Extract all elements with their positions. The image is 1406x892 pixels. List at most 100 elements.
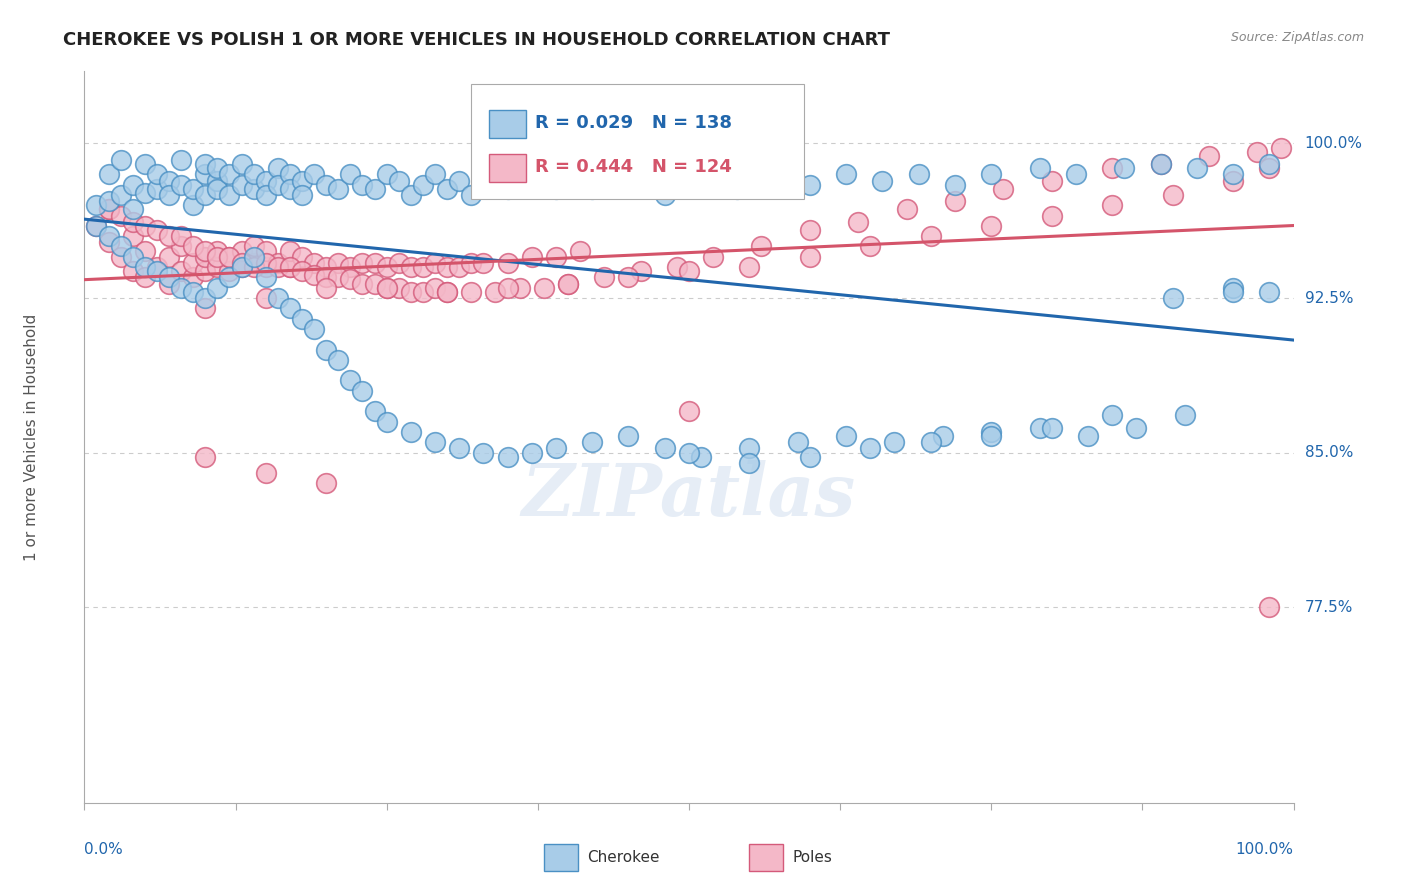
Point xyxy=(449,173,471,187)
Text: R = 0.029   N = 138: R = 0.029 N = 138 xyxy=(536,114,733,132)
Point xyxy=(399,188,422,202)
Point xyxy=(980,167,1002,181)
Point xyxy=(194,244,217,258)
Point xyxy=(267,291,290,305)
Point xyxy=(472,256,495,270)
Point xyxy=(352,277,374,291)
Point xyxy=(496,450,519,464)
Point xyxy=(993,182,1015,196)
Point xyxy=(375,167,398,181)
Point xyxy=(157,173,180,187)
Point xyxy=(423,435,446,450)
Point xyxy=(1077,429,1099,443)
Point xyxy=(388,281,411,295)
Point xyxy=(231,157,253,171)
Point xyxy=(242,260,264,274)
Point xyxy=(207,281,229,295)
FancyBboxPatch shape xyxy=(471,84,804,200)
Point xyxy=(242,182,264,196)
Point xyxy=(799,450,821,464)
Point xyxy=(194,188,217,202)
Point xyxy=(302,167,325,181)
Point xyxy=(315,343,337,357)
Point xyxy=(1246,145,1268,159)
Point xyxy=(751,239,773,253)
Point xyxy=(134,260,156,274)
Point xyxy=(146,260,169,274)
Point xyxy=(315,260,337,274)
Point xyxy=(121,250,143,264)
Point xyxy=(291,311,314,326)
Point xyxy=(267,178,290,192)
Point xyxy=(1258,285,1281,299)
Point xyxy=(278,167,301,181)
Point xyxy=(254,260,277,274)
Point xyxy=(97,194,120,209)
Text: Cherokee: Cherokee xyxy=(588,850,659,865)
Point xyxy=(835,429,858,443)
Point xyxy=(134,270,156,285)
Point xyxy=(678,404,700,418)
Point xyxy=(1161,188,1184,202)
Point xyxy=(544,442,567,456)
Point xyxy=(278,260,301,274)
Point xyxy=(1040,421,1063,435)
Point xyxy=(1114,161,1136,176)
Point xyxy=(278,301,301,316)
Text: 0.0%: 0.0% xyxy=(84,842,124,856)
FancyBboxPatch shape xyxy=(489,154,526,182)
Point xyxy=(678,167,700,181)
Point xyxy=(1064,167,1087,181)
Point xyxy=(460,285,482,299)
Point xyxy=(423,281,446,295)
Point xyxy=(194,250,217,264)
Point xyxy=(1028,421,1050,435)
Point xyxy=(1101,409,1123,423)
Point xyxy=(630,264,652,278)
Point xyxy=(436,285,458,299)
Point xyxy=(388,256,411,270)
Point xyxy=(799,250,821,264)
Point xyxy=(146,167,169,181)
Point xyxy=(399,285,422,299)
FancyBboxPatch shape xyxy=(749,845,783,871)
Point xyxy=(194,167,217,181)
Text: 92.5%: 92.5% xyxy=(1305,291,1353,305)
Point xyxy=(544,250,567,264)
Point xyxy=(121,264,143,278)
Point xyxy=(907,167,929,181)
Point xyxy=(859,442,882,456)
Point xyxy=(1222,167,1244,181)
Point xyxy=(181,182,204,196)
Point xyxy=(315,281,337,295)
Point xyxy=(399,425,422,439)
Text: R = 0.444   N = 124: R = 0.444 N = 124 xyxy=(536,158,733,177)
Text: Source: ZipAtlas.com: Source: ZipAtlas.com xyxy=(1230,31,1364,45)
Point xyxy=(617,429,640,443)
Text: 85.0%: 85.0% xyxy=(1305,445,1353,460)
Point xyxy=(254,173,277,187)
Point xyxy=(943,194,966,209)
Point xyxy=(339,272,361,286)
Point xyxy=(1270,140,1292,154)
Point xyxy=(1258,157,1281,171)
Point xyxy=(352,256,374,270)
Point xyxy=(617,270,640,285)
Point xyxy=(484,285,506,299)
Point xyxy=(581,435,603,450)
Point xyxy=(678,264,700,278)
Point xyxy=(738,456,761,470)
Point xyxy=(980,219,1002,233)
Point xyxy=(799,223,821,237)
Point xyxy=(375,281,398,295)
Point xyxy=(786,435,808,450)
Point xyxy=(375,281,398,295)
Point xyxy=(242,256,264,270)
Point xyxy=(472,167,495,181)
Point xyxy=(207,173,229,187)
Point xyxy=(207,250,229,264)
Point xyxy=(352,178,374,192)
Point xyxy=(352,384,374,398)
Point xyxy=(1222,285,1244,299)
Point xyxy=(762,167,785,181)
